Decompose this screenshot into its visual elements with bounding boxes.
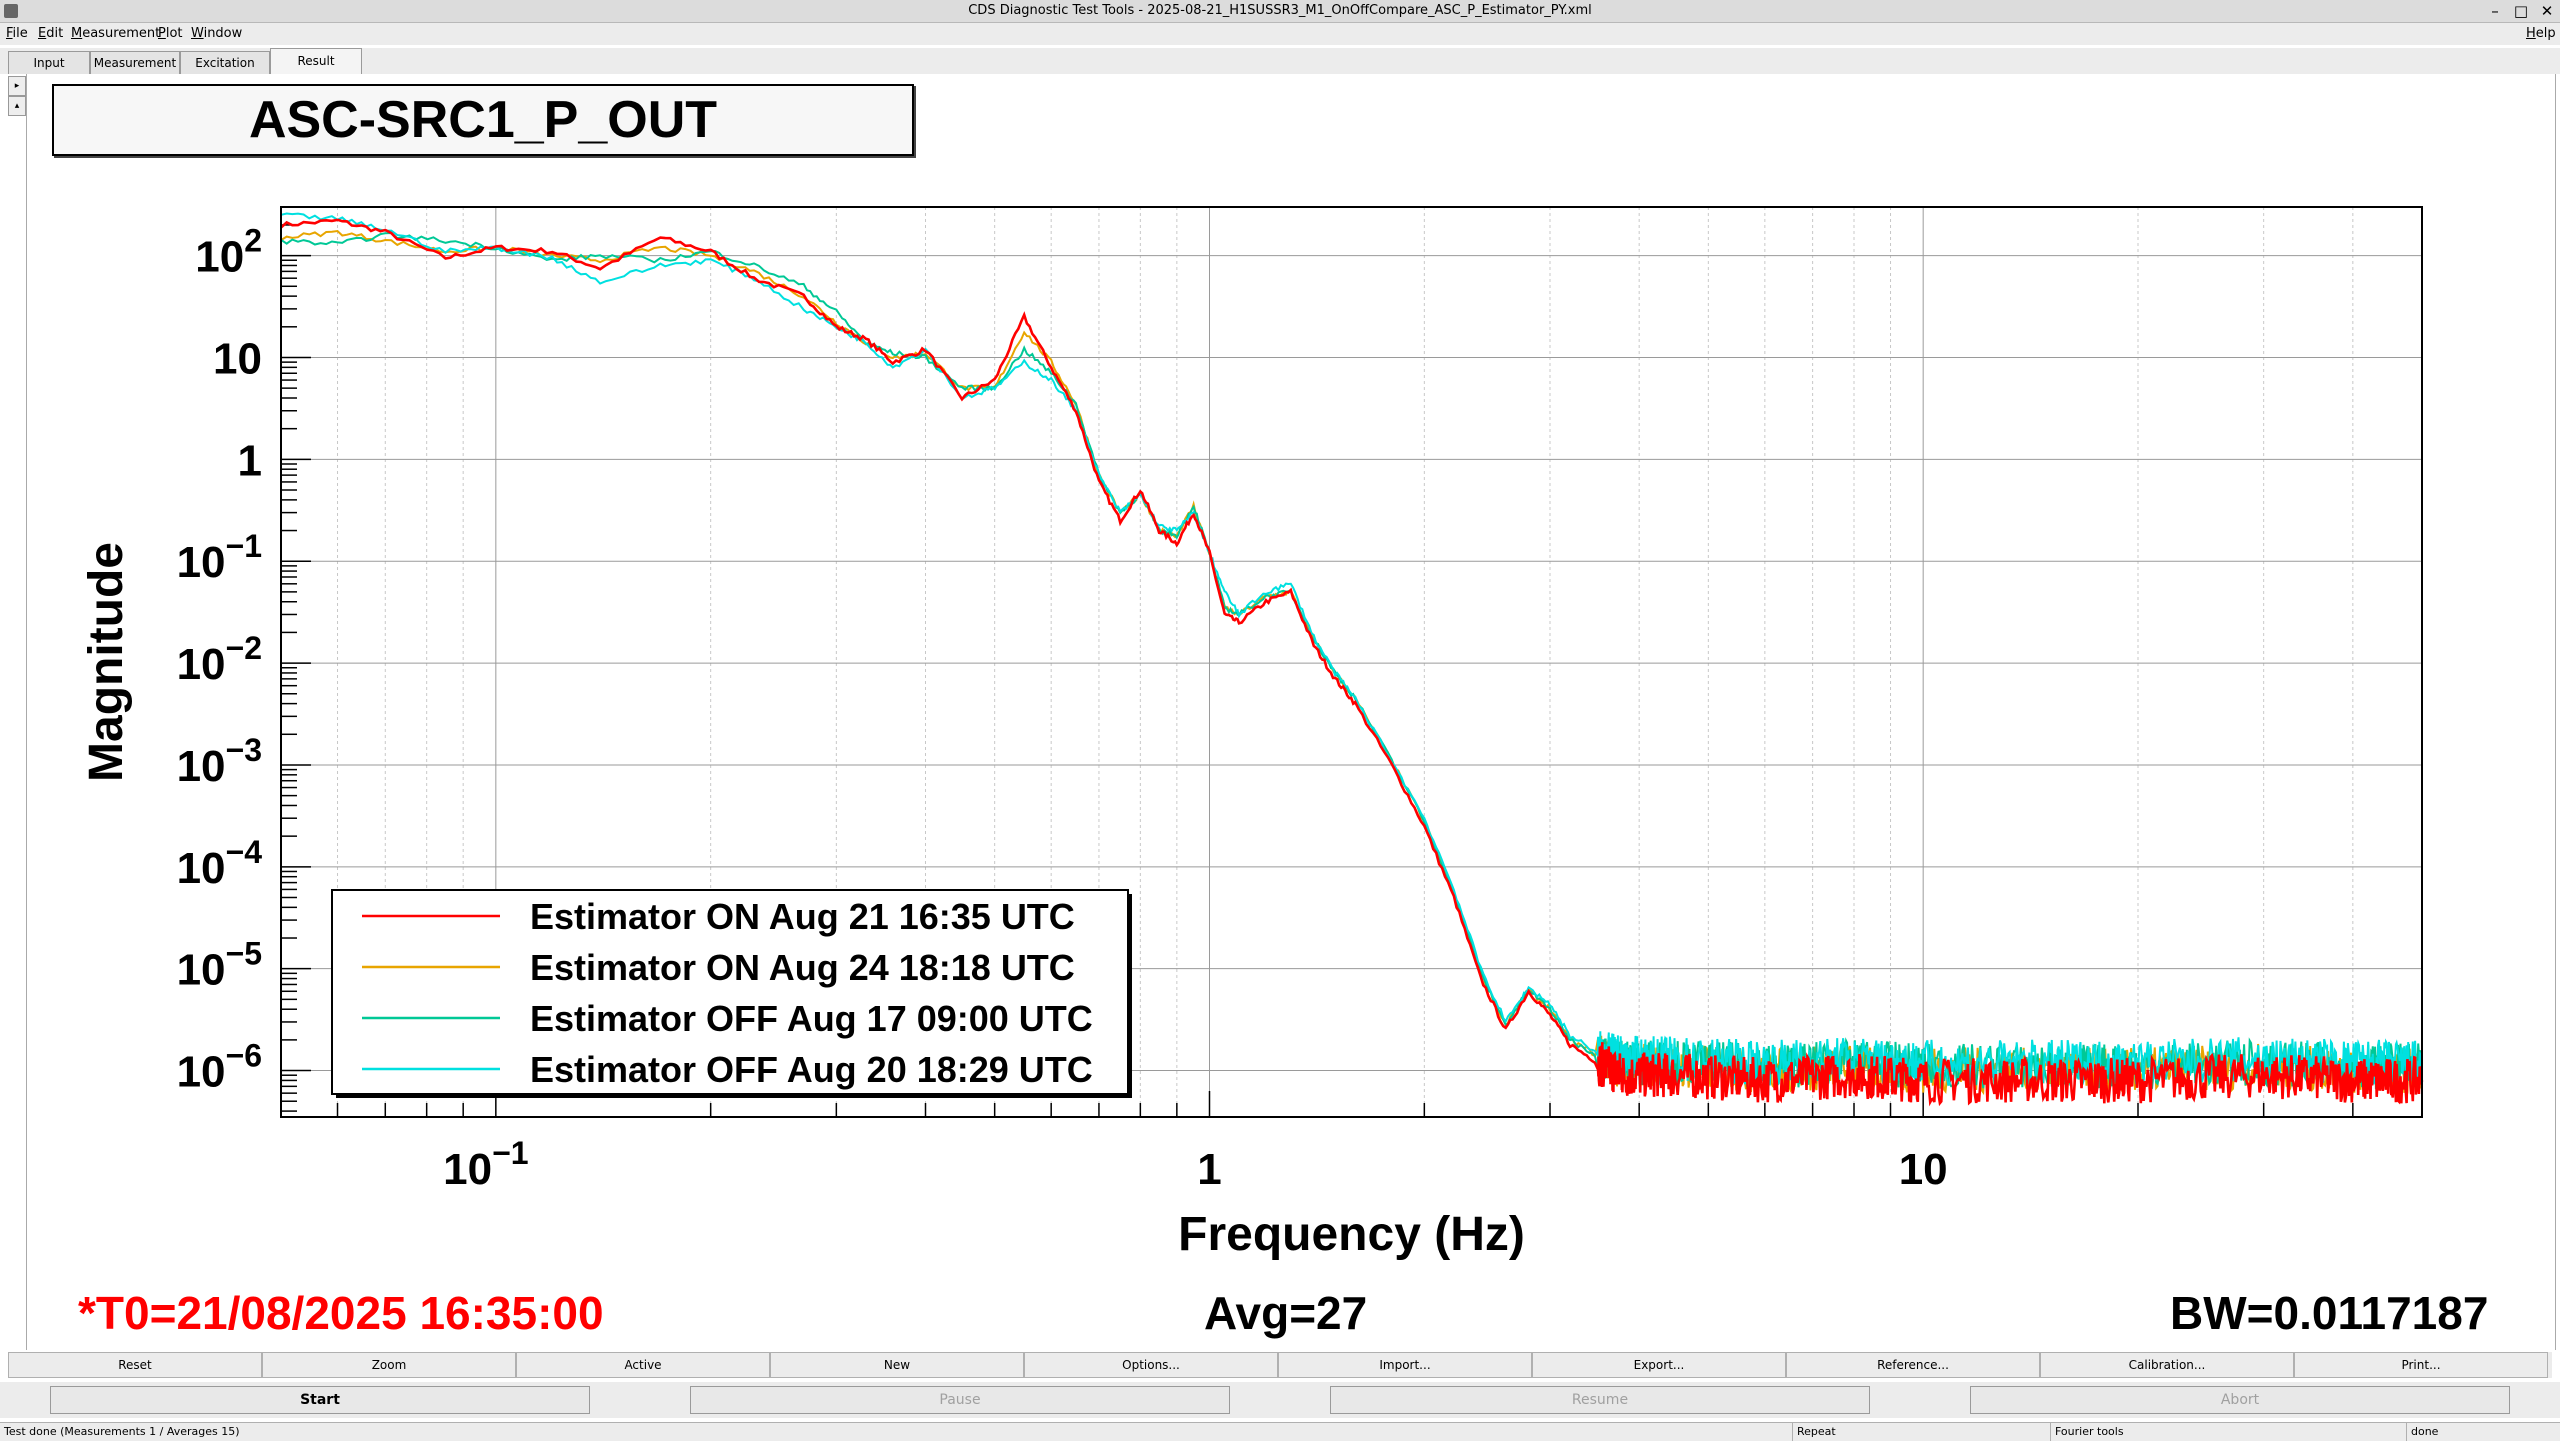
maximize-icon[interactable]: □	[2513, 2, 2529, 20]
print-button[interactable]: Print...	[2294, 1352, 2548, 1378]
calibration-button[interactable]: Calibration...	[2040, 1352, 2294, 1378]
active-button[interactable]: Active	[516, 1352, 770, 1378]
options-button[interactable]: Options...	[1024, 1352, 1278, 1378]
menu-measurement[interactable]: Measurement	[71, 26, 161, 41]
menu-help[interactable]: Help	[2526, 26, 2556, 41]
control-button-row: Start Pause Resume Abort	[0, 1382, 2560, 1418]
legend-label-4: Estimator OFF Aug 20 18:29 UTC	[530, 1049, 1093, 1090]
menu-file[interactable]: File	[6, 26, 28, 41]
export-button[interactable]: Export...	[1532, 1352, 1786, 1378]
x-tick-label: 10−1	[443, 1135, 528, 1194]
y-tick-exponent: −4	[226, 834, 263, 870]
avg-label: Avg=27	[1204, 1287, 1368, 1339]
series-line-1	[280, 218, 2424, 1107]
y-tick-label: 1	[238, 436, 262, 485]
plot-title: ASC-SRC1_P_OUT	[52, 84, 914, 156]
x-tick-exponent: −1	[492, 1135, 528, 1171]
status-tool: Fourier tools	[2050, 1423, 2124, 1441]
x-axis-label: Frequency (Hz)	[1178, 1208, 1525, 1261]
app-icon	[4, 4, 18, 18]
y-tick-label: 10−3	[177, 732, 262, 791]
y-tick-exponent: −2	[226, 630, 262, 666]
pause-button[interactable]: Pause	[690, 1386, 1230, 1414]
y-tick-label: 10−2	[177, 630, 262, 689]
menu-window[interactable]: Window	[191, 26, 243, 41]
status-bar: Test done (Measurements 1 / Averages 15)…	[0, 1422, 2560, 1441]
y-tick-label: 10−4	[177, 834, 263, 893]
menu-plot[interactable]: Plot	[158, 26, 183, 41]
menu-bar: File Edit Measurement Plot Window Help	[0, 23, 2560, 45]
status-mode: Repeat	[1792, 1423, 1836, 1441]
minimize-icon[interactable]: –	[2491, 2, 2499, 20]
scroll-up-icon[interactable]: ▸	[8, 76, 26, 96]
status-state: done	[2406, 1423, 2438, 1441]
y-tick-exponent: −6	[226, 1038, 262, 1074]
menu-edit[interactable]: Edit	[38, 26, 64, 41]
window-title: CDS Diagnostic Test Tools - 2025-08-21_H…	[968, 3, 1592, 18]
close-icon[interactable]: ✕	[2540, 2, 2554, 20]
y-tick-exponent: −3	[226, 732, 262, 768]
series-layer	[280, 212, 2424, 1107]
plot-button-row: Reset Zoom Active New Options... Import.…	[8, 1352, 2552, 1378]
plot-frame	[280, 206, 2423, 1118]
x-tick-label: 10	[1899, 1145, 1948, 1194]
bw-label: BW=0.0117187	[2170, 1287, 2489, 1339]
x-tick-label: 1	[1197, 1145, 1221, 1194]
legend: Estimator ON Aug 21 16:35 UTC Estimator O…	[331, 889, 1132, 1098]
legend-label-3: Estimator OFF Aug 17 09:00 UTC	[530, 998, 1093, 1039]
reset-button[interactable]: Reset	[8, 1352, 262, 1378]
t0-label: *T0=21/08/2025 16:35:00	[78, 1287, 604, 1339]
window-titlebar: CDS Diagnostic Test Tools - 2025-08-21_H…	[0, 0, 2560, 23]
start-button[interactable]: Start	[50, 1386, 590, 1414]
legend-label-2: Estimator ON Aug 24 18:18 UTC	[530, 947, 1075, 988]
y-tick-label: 10−6	[177, 1038, 262, 1097]
legend-box	[331, 889, 1129, 1095]
reference-button[interactable]: Reference...	[1786, 1352, 2040, 1378]
y-tick-exponent: −1	[226, 528, 262, 564]
scroll-down-icon[interactable]: ▴	[8, 96, 26, 116]
y-tick-label: 10−5	[177, 936, 262, 995]
zoom-button[interactable]: Zoom	[262, 1352, 516, 1378]
legend-label-1: Estimator ON Aug 21 16:35 UTC	[530, 896, 1075, 937]
y-axis-label: Magnitude	[80, 542, 133, 782]
tab-result[interactable]: Result	[270, 48, 362, 74]
y-tick-label: 102	[195, 223, 262, 282]
abort-button[interactable]: Abort	[1970, 1386, 2510, 1414]
y-tick-exponent: 2	[244, 223, 262, 259]
tick-labels: 102 10 1 10−1 10−2 10−3 10−4 10−5 10−6 10−1 1 10	[177, 223, 1948, 1194]
y-tick-label: 10−1	[177, 528, 262, 587]
y-tick-exponent: −5	[226, 936, 262, 972]
plot-pad	[26, 74, 2556, 1350]
tab-input[interactable]: Input	[8, 51, 90, 74]
tab-measurement[interactable]: Measurement	[90, 51, 180, 74]
y-tick-label: 10	[213, 334, 262, 383]
status-message: Test done (Measurements 1 / Averages 15)	[4, 1425, 240, 1438]
tab-bar: Input Measurement Excitation Result	[0, 48, 2560, 74]
import-button[interactable]: Import...	[1278, 1352, 1532, 1378]
new-button[interactable]: New	[770, 1352, 1024, 1378]
tab-excitation[interactable]: Excitation	[180, 51, 270, 74]
resume-button[interactable]: Resume	[1330, 1386, 1870, 1414]
